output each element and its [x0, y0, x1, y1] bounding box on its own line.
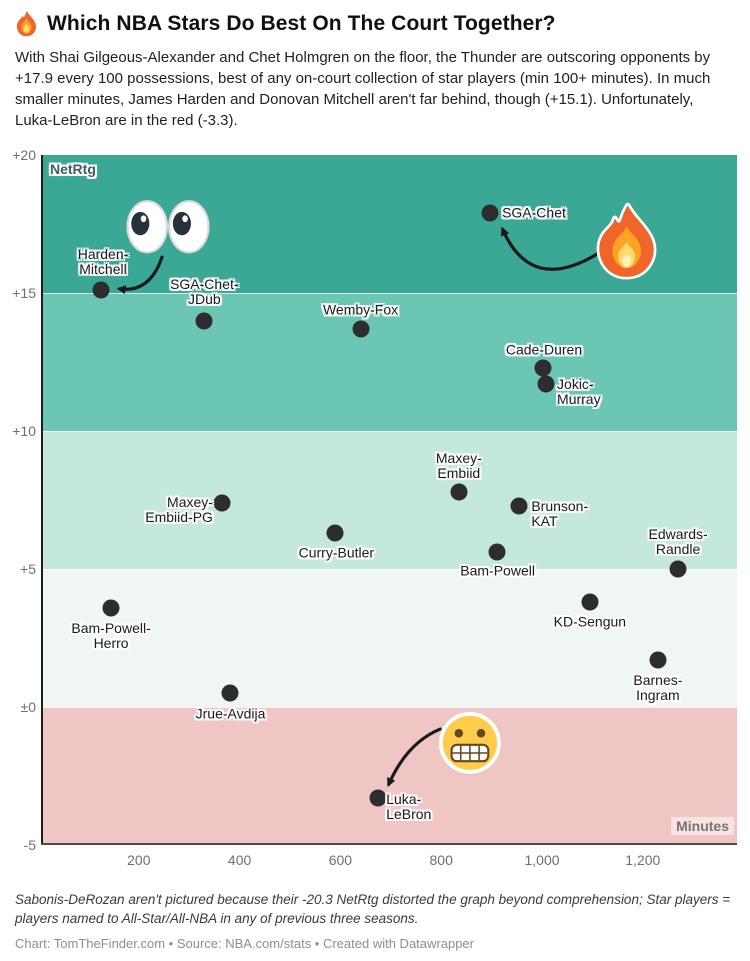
point-luka-lebron[interactable] — [369, 789, 387, 807]
point-edwards-randle[interactable] — [669, 560, 687, 578]
point-label-sga-chet-jdub: SGA-Chet- JDub — [170, 275, 239, 307]
band-5-to-10 — [43, 431, 737, 569]
x-axis-line — [41, 843, 737, 845]
point-harden-mitchell[interactable] — [92, 281, 110, 299]
point-label-bam-powell: Bam-Powell — [460, 562, 535, 579]
point-label-maxey-embiid-pg: Maxey- Embiid-PG — [145, 493, 213, 525]
point-curry-butler[interactable] — [326, 524, 344, 542]
band--5-to-0 — [43, 707, 737, 845]
y-tick-label: +20 — [12, 147, 36, 163]
y-tick-label: -5 — [23, 837, 36, 853]
point-jokic-murray[interactable] — [537, 375, 555, 393]
point-wemby-fox[interactable] — [352, 320, 370, 338]
point-label-curry-butler: Curry-Butler — [298, 544, 375, 561]
point-barnes-ingram[interactable] — [649, 651, 667, 669]
gridline-5 — [43, 569, 737, 570]
point-sga-chet-jdub[interactable] — [195, 312, 213, 330]
point-maxey-embiid[interactable] — [450, 483, 468, 501]
y-tick-label: +10 — [12, 423, 36, 439]
credit-line: Chart: TomTheFinder.com • Source: NBA.co… — [15, 936, 474, 952]
point-bam-powell[interactable] — [488, 543, 506, 561]
point-label-edwards-randle: Edwards- Randle — [648, 526, 708, 557]
band-15-to-20 — [43, 155, 737, 293]
point-bam-powell-herro[interactable] — [102, 599, 120, 617]
title-text: Which NBA Stars Do Best On The Court Tog… — [47, 11, 556, 35]
y-axis-label: NetRtg — [50, 161, 96, 177]
y-tick-label: +15 — [12, 285, 36, 301]
x-tick-label: 600 — [328, 852, 353, 868]
y-axis-line — [41, 155, 43, 845]
gridline-0 — [43, 707, 737, 708]
chart-header: Which NBA Stars Do Best On The Court Tog… — [15, 10, 727, 131]
x-tick-label: 1,000 — [524, 852, 560, 868]
x-axis-label: Minutes — [671, 817, 734, 835]
point-label-jrue-avdija: Jrue-Avdija — [195, 705, 266, 722]
point-maxey-embiid-pg[interactable] — [213, 494, 231, 512]
point-label-maxey-embiid: Maxey- Embiid — [435, 449, 482, 481]
point-label-sga-chet: SGA-Chet — [502, 204, 566, 221]
x-tick-label: 800 — [429, 852, 453, 868]
gridline-15 — [43, 293, 737, 294]
point-label-bam-powell-herro: Bam-Powell- Herro — [71, 619, 151, 651]
x-tick-label: 200 — [127, 852, 151, 868]
chart-footer: Sabonis-DeRozan aren't pictured because … — [15, 890, 743, 951]
point-label-luka-lebron: Luka- LeBron — [386, 791, 432, 823]
point-label-brunson-kat: Brunson- KAT — [531, 497, 589, 529]
chart-subtitle: With Shai Gilgeous-Alexander and Chet Ho… — [15, 49, 711, 129]
point-jrue-avdija[interactable] — [221, 684, 239, 702]
point-kd-sengun[interactable] — [581, 593, 599, 611]
x-tick-label: 400 — [227, 852, 252, 868]
x-tick-label: 1,200 — [625, 852, 661, 868]
point-label-barnes-ingram: Barnes- Ingram — [633, 672, 683, 704]
fire-icon — [15, 10, 38, 37]
page-title: Which NBA Stars Do Best On The Court Tog… — [15, 10, 727, 37]
band-0-to-5 — [43, 569, 737, 707]
point-brunson-kat[interactable] — [510, 497, 528, 515]
y-tick-label: ±0 — [20, 699, 36, 715]
footnote: Sabonis-DeRozan aren't pictured because … — [15, 892, 731, 927]
point-label-jokic-murray: Jokic- Murray — [557, 376, 601, 408]
band-10-to-15 — [43, 293, 737, 431]
point-label-wemby-fox: Wemby-Fox — [322, 301, 399, 318]
point-sga-chet[interactable] — [481, 204, 499, 222]
y-tick-label: +5 — [20, 561, 36, 577]
point-cade-duren[interactable] — [534, 359, 552, 377]
gridline-10 — [43, 431, 737, 432]
point-label-kd-sengun: KD-Sengun — [553, 613, 627, 630]
scatter-chart: NetRtg Minutes +20 +15 +10 +5 ±0 -5 200 400 6 — [0, 147, 750, 868]
point-label-cade-duren: Cade-Duren — [505, 341, 583, 358]
point-label-harden-mitchell: Harden- Mitchell — [77, 246, 129, 278]
